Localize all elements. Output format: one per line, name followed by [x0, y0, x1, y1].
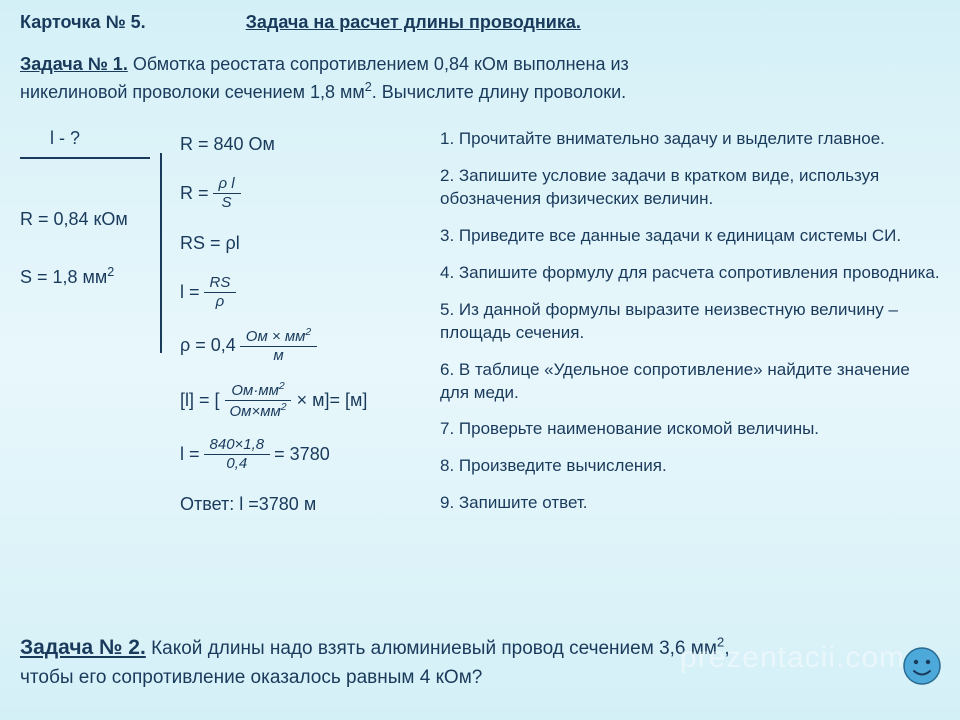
rho-num-text: Ом × мм — [246, 328, 306, 345]
sol-r-formula: R = ρ l S — [180, 175, 430, 212]
frac-r-num: ρ l — [213, 175, 241, 194]
given-s: S = 1,8 мм2 — [20, 265, 170, 288]
task1-label: Задача № 1. — [20, 54, 128, 74]
step-8: 8. Произведите вычисления. — [440, 455, 940, 478]
rho-exp: 2 — [305, 326, 311, 338]
solution-column: R = 840 Ом R = ρ l S RS = ρl l = RS ρ ρ … — [180, 118, 430, 535]
given-vline — [160, 153, 162, 353]
dim-mid: × м — [297, 390, 325, 411]
sol-l-formula: l = RS ρ — [180, 274, 430, 311]
frac-calc: 840×1,8 0,4 — [204, 436, 271, 473]
step-3: 3. Приведите все данные задачи к единица… — [440, 225, 940, 248]
watermark: prezentacii.com — [680, 641, 905, 675]
sol-dim: [l] = [ Ом·мм2 Ом×мм2 × м ]= [м] — [180, 380, 430, 421]
frac-l-den: ρ — [210, 293, 231, 311]
task2-text1: Какой длины надо взять алюминиевый прово… — [146, 638, 717, 659]
calc-label: l = — [180, 444, 200, 465]
dim-den: Ом×мм2 — [224, 401, 293, 421]
task1-text1: Обмотка реостата сопротивлением 0,84 кОм… — [128, 54, 629, 74]
frac-rho-den: м — [267, 347, 289, 365]
sol-calc: l = 840×1,8 0,4 = 3780 — [180, 436, 430, 473]
task1-header: Задача № 1. Обмотка реостата сопротивлен… — [20, 51, 940, 106]
sol-rho-label: ρ = 0,4 — [180, 335, 236, 356]
step-2: 2. Запишите условие задачи в кратком вид… — [440, 165, 940, 211]
task2-text3: чтобы его сопротивление оказалось равным… — [20, 667, 482, 688]
task1-text3: . Вычислите длину проволоки. — [372, 82, 626, 102]
given-r: R = 0,84 кОм — [20, 209, 170, 230]
step-5: 5. Из данной формулы выразите неизвестну… — [440, 299, 940, 345]
dim-open: [l] = [ — [180, 390, 220, 411]
calc-den: 0,4 — [220, 455, 253, 473]
frac-r-den: S — [216, 194, 238, 212]
steps-column: 1. Прочитайте внимательно задачу и выдел… — [440, 118, 940, 535]
sol-rho: ρ = 0,4 Ом × мм2 м — [180, 326, 430, 365]
frac-rho-num: Ом × мм2 — [240, 326, 317, 347]
given-s-pre: S = 1,8 мм — [20, 267, 107, 287]
calc-num: 840×1,8 — [204, 436, 271, 455]
dim-num-t: Ом·мм — [231, 382, 279, 399]
dim-close: ]= [м] — [325, 390, 368, 411]
sol-rs: RS = ρl — [180, 227, 430, 259]
given-s-exp: 2 — [107, 265, 114, 279]
task2-label: Задача № 2. — [20, 636, 146, 659]
step-9: 9. Запишите ответ. — [440, 492, 940, 515]
dim-num: Ом·мм2 — [225, 380, 290, 401]
sol-r-si: R = 840 Ом — [180, 128, 430, 160]
subtitle: Задача на расчет длины проводника. — [246, 12, 581, 33]
frac-rho: Ом × мм2 м — [240, 326, 317, 365]
main-area: l - ? R = 0,84 кОм S = 1,8 мм2 R = 840 О… — [20, 118, 940, 535]
sol-answer: Ответ: l =3780 м — [180, 488, 430, 520]
frac-l-num: RS — [204, 274, 237, 293]
step-1: 1. Прочитайте внимательно задачу и выдел… — [440, 128, 940, 151]
card-title: Карточка № 5. — [20, 12, 146, 33]
calc-res: = 3780 — [274, 444, 330, 465]
task1-text2: никелиновой проволоки сечением 1,8 мм — [20, 82, 365, 102]
given-find: l - ? — [20, 128, 170, 149]
given-hline — [20, 157, 150, 159]
given-column: l - ? R = 0,84 кОм S = 1,8 мм2 — [20, 118, 170, 535]
step-6: 6. В таблице «Удельное сопротивление» на… — [440, 359, 940, 405]
frac-dim: Ом·мм2 Ом×мм2 — [224, 380, 293, 421]
sol-r-eq: R = — [180, 183, 209, 204]
frac-l: RS ρ — [204, 274, 237, 311]
step-4: 4. Запишите формулу для расчета сопротив… — [440, 262, 940, 285]
step-7: 7. Проверьте наименование искомой величи… — [440, 418, 940, 441]
dim-den-t: Ом×мм — [230, 403, 281, 420]
frac-r: ρ l S — [213, 175, 241, 212]
header: Карточка № 5. Задача на расчет длины про… — [20, 12, 940, 33]
smiley-icon — [902, 646, 942, 686]
sol-l-eq: l = — [180, 282, 200, 303]
